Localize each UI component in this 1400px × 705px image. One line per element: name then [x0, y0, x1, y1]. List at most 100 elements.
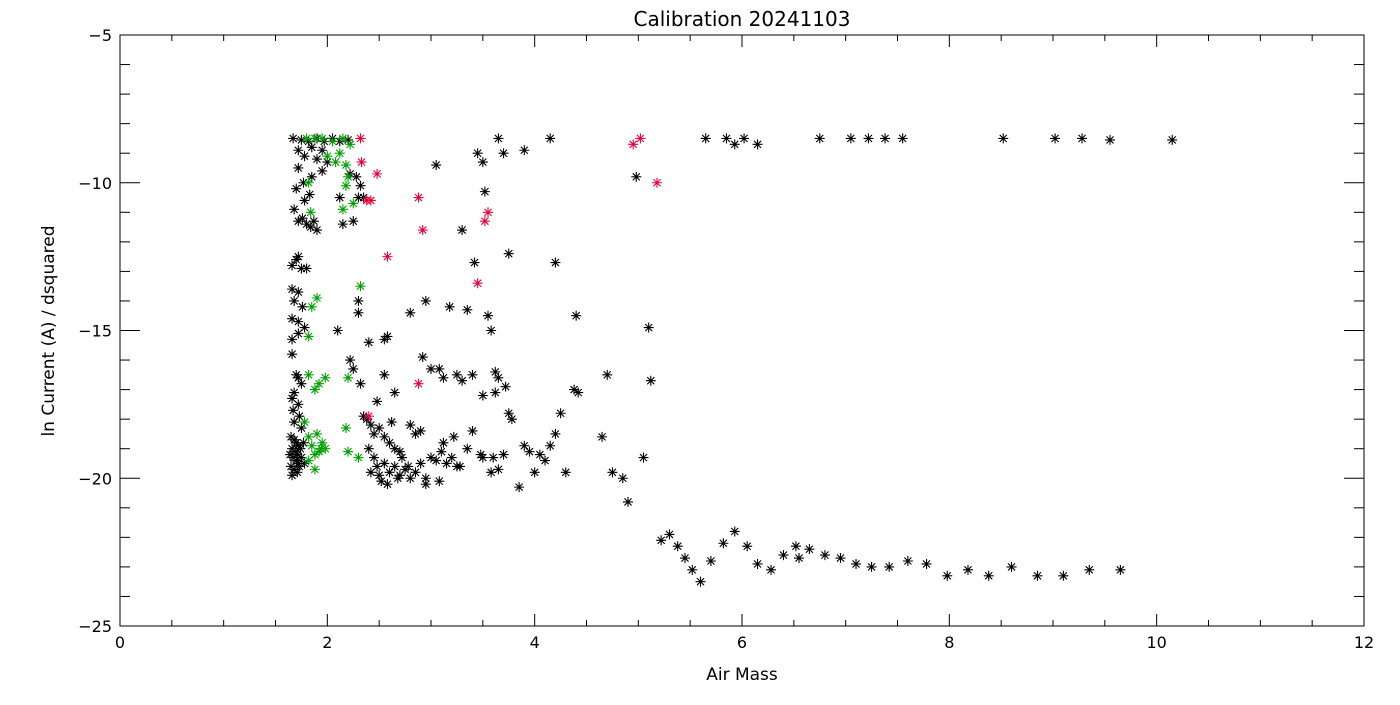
data-point — [303, 455, 314, 466]
data-point — [426, 452, 436, 463]
data-point — [287, 393, 298, 404]
data-point — [851, 558, 862, 569]
data-point — [645, 375, 656, 386]
data-point — [311, 428, 322, 439]
data-point — [477, 452, 488, 463]
data-point — [292, 449, 303, 460]
x-tick-label: 6 — [737, 633, 747, 652]
data-point — [983, 570, 994, 581]
data-point — [1058, 570, 1069, 581]
data-point — [294, 461, 305, 472]
data-point — [345, 355, 356, 366]
data-point — [1084, 564, 1095, 575]
data-point — [287, 349, 298, 360]
data-point — [695, 576, 706, 587]
data-point — [560, 467, 571, 478]
data-point — [340, 423, 351, 434]
x-axis: 0 2 4 6 8 10 12 — [115, 35, 1374, 652]
data-point — [550, 428, 561, 439]
data-point — [942, 570, 953, 581]
data-point — [297, 213, 308, 224]
data-point — [635, 133, 646, 144]
data-point — [293, 162, 304, 173]
data-point — [287, 470, 298, 481]
data-point — [289, 387, 300, 398]
data-point — [363, 337, 374, 348]
data-point — [863, 133, 874, 144]
data-point — [897, 133, 908, 144]
y-axis-label: ln Current (A) / dsquared — [39, 225, 59, 436]
data-point — [291, 455, 302, 466]
data-point — [303, 369, 314, 380]
data-point — [493, 464, 504, 475]
data-point — [365, 467, 376, 478]
data-point — [317, 165, 328, 176]
data-point — [382, 479, 393, 490]
data-point — [374, 423, 385, 434]
data-point — [317, 133, 328, 144]
data-point — [301, 263, 312, 274]
data-point — [299, 195, 310, 206]
data-point — [293, 287, 304, 298]
data-point — [866, 561, 877, 572]
data-point — [372, 168, 383, 179]
data-point — [337, 133, 348, 144]
data-point — [545, 440, 556, 451]
data-point — [355, 133, 366, 144]
data-point — [500, 381, 511, 392]
data-point — [467, 425, 478, 436]
x-axis-label: Air Mass — [706, 665, 778, 685]
data-point — [819, 550, 830, 561]
data-point — [631, 171, 642, 182]
data-point — [353, 295, 364, 306]
data-point — [365, 195, 376, 206]
data-point — [742, 541, 753, 552]
data-point — [353, 192, 364, 203]
data-point — [337, 204, 348, 215]
data-points — [285, 133, 1178, 587]
data-point — [305, 207, 316, 218]
data-point — [417, 352, 428, 363]
data-point — [287, 260, 298, 271]
data-point — [462, 443, 473, 454]
y-axis: −25 −20 −15 −10 −5 — [78, 26, 1364, 636]
data-point — [311, 154, 322, 165]
data-point — [1050, 133, 1061, 144]
data-point — [962, 564, 973, 575]
data-point — [462, 304, 473, 315]
data-point — [287, 334, 298, 345]
data-point — [729, 139, 740, 150]
data-point — [457, 375, 468, 386]
data-point — [475, 449, 486, 460]
data-point — [372, 396, 383, 407]
data-point — [363, 411, 374, 422]
data-point — [405, 307, 416, 318]
data-point — [384, 467, 395, 478]
data-point — [384, 437, 395, 448]
data-point — [679, 553, 690, 564]
data-point — [365, 420, 376, 431]
data-point — [330, 157, 341, 168]
data-point — [348, 216, 359, 227]
data-point — [353, 307, 364, 318]
data-point — [417, 225, 428, 236]
data-point — [340, 160, 351, 171]
x-tick-label: 10 — [1146, 633, 1166, 652]
data-point — [288, 405, 299, 416]
x-tick-label: 4 — [530, 633, 540, 652]
data-point — [794, 553, 805, 564]
data-point — [309, 449, 320, 460]
data-point — [345, 168, 356, 179]
data-point — [290, 446, 301, 457]
data-point — [1032, 570, 1043, 581]
data-point — [410, 428, 421, 439]
data-point — [305, 222, 316, 233]
data-point — [902, 555, 913, 566]
data-point — [415, 425, 426, 436]
data-point — [477, 157, 488, 168]
data-point — [493, 133, 504, 144]
data-point — [752, 558, 763, 569]
data-point — [778, 550, 789, 561]
data-point — [617, 473, 628, 484]
